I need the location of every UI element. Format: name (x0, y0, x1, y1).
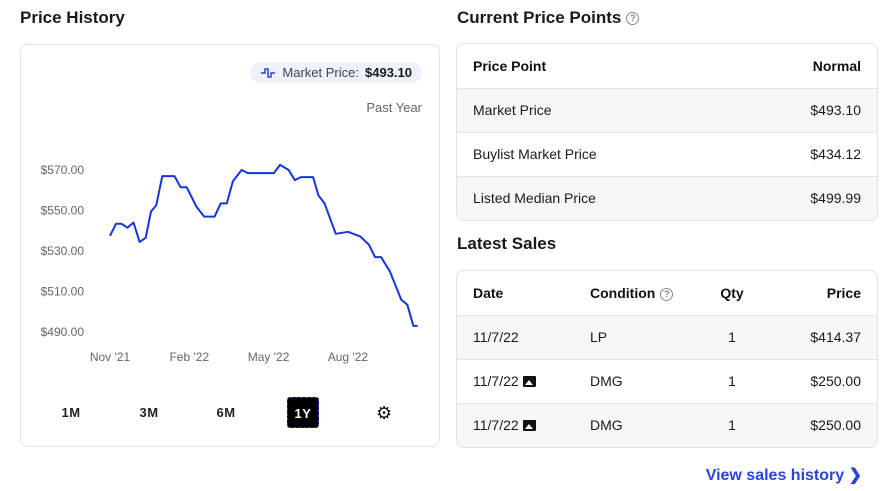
price-point-label: Buylist Market Price (457, 131, 732, 176)
image-icon[interactable] (522, 376, 536, 387)
chevron-right-icon: ❯ (848, 467, 862, 484)
step-line-icon (261, 67, 276, 78)
table-row: 11/7/22 DMG 1 $250.00 (457, 358, 877, 403)
sale-price: $250.00 (767, 402, 877, 447)
header-date: Date (473, 284, 504, 301)
range-1m-button[interactable]: 1M (61, 405, 81, 420)
sale-condition: DMG (574, 358, 697, 403)
sale-date: 11/7/22 (457, 314, 574, 359)
badge-label: Market Price: (282, 65, 359, 80)
table-row: Market Price $493.10 (457, 87, 877, 132)
view-sales-history-link[interactable]: View sales history ❯ (706, 465, 862, 485)
period-label: Past Year (366, 100, 422, 115)
sale-date: 11/7/22 (457, 402, 574, 447)
sale-date-text: 11/7/22 (473, 373, 519, 389)
range-3m-button[interactable]: 3M (139, 405, 159, 420)
sale-qty: 1 (697, 402, 767, 447)
price-history-card: Market Price: $493.10 Past Year 1M 3M 6M… (20, 44, 440, 447)
price-point-value: $499.99 (731, 175, 877, 220)
range-1y-button[interactable]: 1Y (287, 397, 319, 428)
sale-qty: 1 (697, 358, 767, 403)
table-row: Buylist Market Price $434.12 (457, 131, 877, 176)
price-point-label: Listed Median Price (457, 175, 732, 220)
image-icon[interactable] (522, 420, 536, 432)
sale-date: 11/7/22 (457, 358, 574, 403)
help-icon[interactable]: ? (626, 12, 640, 26)
market-price-badge: Market Price: $493.10 (250, 62, 422, 83)
table-row: 11/7/22 DMG 1 $250.00 (457, 402, 877, 447)
price-points-title: Current Price Points (457, 8, 622, 27)
help-icon[interactable]: ? (660, 287, 674, 301)
price-point-label: Market Price (457, 87, 732, 132)
header-price-point: Price Point (473, 57, 547, 74)
header-normal: Normal (812, 57, 861, 74)
price-point-value: $434.12 (731, 131, 877, 176)
price-points-table: Price Point Normal Market Price $493.10 Bu… (456, 43, 878, 221)
price-point-value: $493.10 (731, 87, 877, 132)
header-qty: Qty (720, 284, 744, 301)
table-row: 11/7/22 LP 1 $414.37 (457, 314, 877, 359)
latest-sales-title: Latest Sales (457, 234, 557, 253)
price-history-title: Price History (20, 8, 125, 27)
badge-value: $493.10 (365, 65, 412, 80)
range-6m-button[interactable]: 6M (216, 405, 236, 420)
header-condition-label: Condition (590, 284, 656, 301)
view-sales-history-label: View sales history (705, 467, 845, 484)
sale-price: $414.37 (767, 314, 877, 359)
sale-price: $250.00 (767, 358, 877, 403)
sale-condition: LP (574, 314, 697, 359)
latest-sales-table: Date Condition? Qty Price 11/7/22 LP 1 $… (456, 270, 878, 448)
sale-date-text: 11/7/22 (473, 417, 519, 434)
header-price: Price (826, 284, 861, 301)
gear-icon[interactable]: ⚙ (376, 403, 393, 423)
sale-date-text: 11/7/22 (473, 329, 519, 345)
price-points-heading: Current Price Points? (457, 8, 640, 28)
sale-qty: 1 (697, 314, 767, 359)
sale-condition: DMG (574, 402, 697, 447)
header-condition: Condition? (574, 271, 697, 315)
table-row: Listed Median Price $499.99 (457, 175, 877, 220)
